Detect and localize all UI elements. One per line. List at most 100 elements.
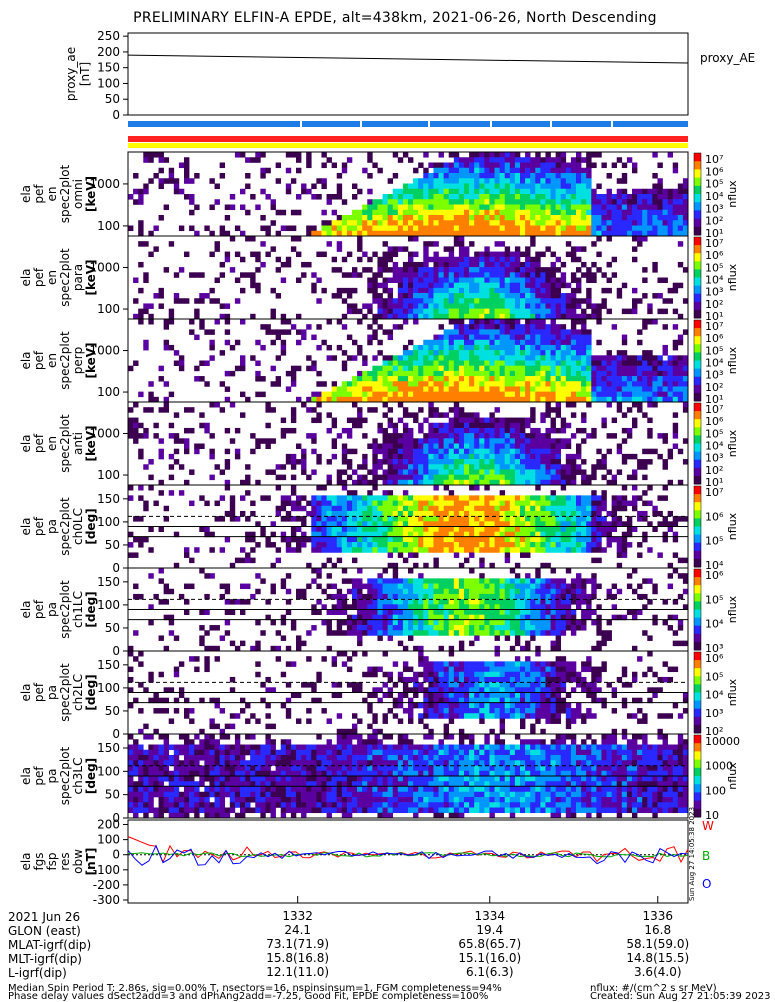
fgs-legend-B: B [702,849,710,863]
panel-4-ylabel: elapefenspec2plotanti[keV] [19,414,98,473]
time-row-label-0: 2021 Jun 26 [8,910,80,924]
colorbar-7-swatch-2 [694,668,701,677]
colorbar-5-label: nflux [726,512,739,540]
colorbar-6-tick-0: 10⁶ [705,569,724,582]
colorbar-5-tick-2: 10⁵ [705,535,723,548]
colorbar-3-tick-5: 10² [705,381,723,394]
panel-1-ylabel: elapefenspec2plotomni[keV] [19,164,98,223]
pa-5-ytick-label-2: 50 [105,538,120,552]
panel-4-ylabel-line-3: spec2plot [58,414,72,473]
colorbar-7-tick-0: 10⁶ [705,652,724,665]
colorbar-5-swatch-8 [694,551,701,560]
colorbar-4-swatch-5 [694,444,701,453]
panel-2-ylabel-line-1: pef [32,267,46,287]
time-row-0-value-2: 1336 [642,909,673,923]
panel-3-ylabel-line-5: [keV] [84,342,98,378]
colorbar-5-swatch-0 [694,486,701,495]
panel-8-ylabel-line-2: pa [45,769,59,784]
pa-7-ytick-label-2: 50 [105,704,120,718]
colorbar-3-swatch-2 [694,336,701,345]
colorbar-1-swatch-9 [694,227,701,236]
time-row-4-value-0: 12.1(11.0) [266,965,329,979]
colorbar-2-swatch-9 [694,310,701,319]
colorbar-7-label: nflux [726,678,739,706]
panel-9-ylabel: elafgsfspresobw[nT] [19,848,98,876]
pa-5-ytick-label-0: 150 [97,492,120,506]
colorbar-1-tick-5: 10² [705,215,723,228]
colorbar-4-swatch-1 [694,411,701,420]
time-row-1-value-2: 16.8 [644,923,671,937]
pa-7-ytick-label-0: 150 [97,658,120,672]
colorbar-6-swatch-0 [694,569,701,578]
colorbar-5-swatch-9 [694,559,701,568]
panel-2-ylabel-line-2: en [45,270,59,285]
colorbar-7-tick-3: 10³ [705,707,723,720]
fgs-series-O [128,846,688,866]
time-row-1-value-0: 24.1 [284,923,311,937]
colorbar-3-swatch-9 [694,393,701,402]
panel-8-ylabel-line-0: ela [19,767,33,785]
pa-6-ytick-label-2: 50 [105,621,120,635]
panel-6-ylabel-line-3: spec2plot [58,580,72,639]
proxy-ae-ytick-label-2: 150 [97,61,120,75]
colorbar-4-label: nflux [726,429,739,457]
coverage-bar-gap-1 [360,121,362,127]
colorbar-2-swatch-3 [694,261,701,270]
colorbar-4-swatch-4 [694,435,701,444]
colorbar-5-swatch-3 [694,510,701,519]
colorbar-3-swatch-8 [694,385,701,394]
panel-2-ylabel-line-4: para [71,264,85,291]
panel-5-ylabel-line-1: pef [32,516,46,536]
colorbar-2-tick-3: 10⁴ [705,274,724,287]
colorbar-6-swatch-2 [694,585,701,594]
colorbar-6-tick-1: 10⁵ [705,593,723,606]
panel-4-ylabel-line-2: en [45,436,59,451]
colorbar-6-swatch-6 [694,618,701,627]
panel-7-ylabel-line-1: pef [32,682,46,702]
colorbar-1-swatch-1 [694,161,701,170]
colorbar-5-swatch-1 [694,494,701,503]
coverage-bar-gap-2 [428,121,430,127]
pa-8-ytick-label-0: 150 [97,741,120,755]
time-row-1-value-1: 19.4 [476,923,503,937]
panel-1-ylabel-line-4: omni [71,179,85,209]
panel-3-ylabel-line-1: pef [32,350,46,370]
colorbar-5-swatch-2 [694,502,701,511]
panel-3-ylabel-line-2: en [45,353,59,368]
pa-5-ytick-label-3: 0 [112,561,120,575]
panel-7-ylabel-line-4: ch2LC [71,674,85,711]
time-row-4-value-2: 3.6(4.0) [634,965,682,979]
colorbar-2-swatch-6 [694,286,701,295]
colorbar-7-swatch-4 [694,684,701,693]
colorbar-7-swatch-3 [694,676,701,685]
colorbar-3-label: nflux [726,346,739,374]
panel-6-ylabel-line-2: pa [45,602,59,617]
colorbar-4-tick-3: 10⁴ [705,440,724,453]
fgs-frame [128,820,688,903]
colorbar-6-swatch-8 [694,634,701,643]
colorbar-3-tick-2: 10⁵ [705,344,723,357]
colorbar-6-swatch-9 [694,642,701,651]
colorbar-6-swatch-3 [694,593,701,602]
panel-6-ylabel: elapefpaspec2plotch1LC[deg] [19,580,98,639]
pa-6-ytick-label-3: 0 [112,644,120,658]
colorbar-8-tick-2: 100 [705,784,726,797]
footer-info-2: Phase delay values dSect2add=3 and dPhAn… [8,994,488,1000]
panel-5-ylabel-line-2: pa [45,519,59,534]
fgs-ytick-label-5: -300 [93,893,120,907]
panel-5-ylabel-line-5: [deg] [84,508,98,544]
colorbar-4-swatch-8 [694,468,701,477]
panel-6-ylabel-line-1: pef [32,599,46,619]
proxy-ae-series-line [128,55,688,63]
status-bars [128,121,688,148]
